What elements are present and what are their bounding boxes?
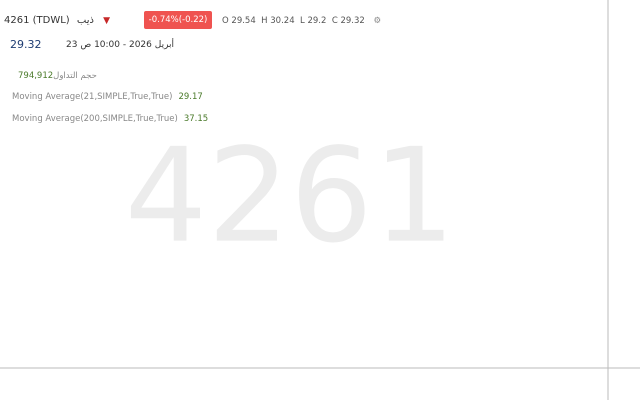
down-arrow: ▼ (103, 16, 111, 26)
l-value: 29.2 (307, 16, 327, 26)
ma21-legend-label: Moving Average(21,SIMPLE,True,True) (12, 92, 173, 102)
watermark: 4261 (125, 120, 456, 272)
ma21-legend-value: 29.17 (178, 92, 203, 102)
ma21-legend: Moving Average(21,SIMPLE,True,True) 29.17 (12, 92, 203, 102)
volume-legend-value: 794,912 (18, 71, 54, 81)
symbol-name: ذيب (76, 15, 94, 26)
symbol-row: 4261 (TDWL) ذيب ▼ (4, 15, 110, 26)
o-label: O (222, 16, 229, 26)
c-label: C (331, 16, 338, 26)
h-label: H (261, 16, 268, 26)
volume-legend-label: حجم التداول (53, 71, 97, 81)
h-value: 30.24 (270, 16, 295, 26)
symbol: 4261 (TDWL) (4, 15, 70, 26)
datetime: أبريل 2026 - 10:00 ص 23 (66, 40, 175, 50)
volume-legend: حجم التداول794,912 (12, 71, 97, 81)
ma200-legend-value: 37.15 (183, 114, 209, 124)
ohlc: O 29.54 H 30.24 L 29.2 C 29.32 ⚙ (222, 16, 381, 26)
settings-icon[interactable]: ⚙ (373, 16, 382, 26)
l-label: L (300, 16, 305, 26)
last-price: 29.32 (10, 38, 42, 51)
o-value: 29.54 (231, 16, 256, 26)
change-badge: -0.74%(-0.22) (144, 11, 212, 29)
c-value: 29.32 (340, 16, 365, 26)
ma200-legend: Moving Average(200,SIMPLE,True,True) 37.1… (12, 114, 208, 124)
ma200-legend-label: Moving Average(200,SIMPLE,True,True) (12, 114, 178, 124)
